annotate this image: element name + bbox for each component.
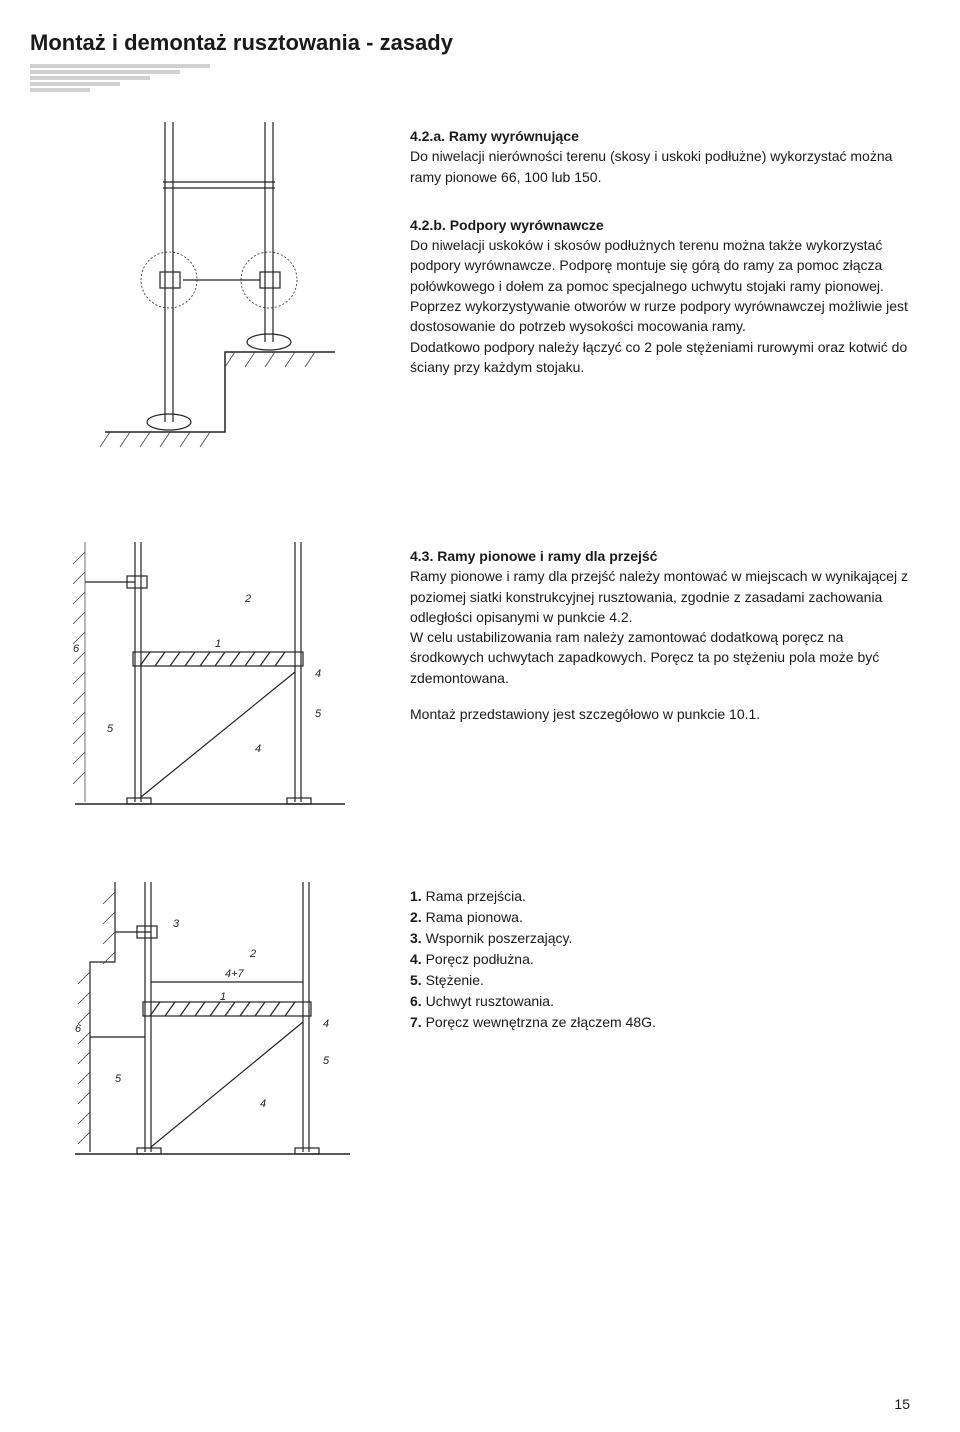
svg-text:2: 2 bbox=[244, 593, 251, 605]
legend-item-text: Uchwyt rusztowania. bbox=[426, 993, 554, 1009]
diagram-43-container: 2 1 4 5 5 6 4 bbox=[30, 542, 410, 842]
diagram-43-passage-frame: 2 1 4 5 5 6 4 bbox=[45, 542, 365, 842]
svg-text:1: 1 bbox=[220, 991, 226, 1003]
legend-row: 3 4+7 2 1 4 5 5 6 4 1. Rama przejścia.2.… bbox=[30, 882, 910, 1192]
svg-text:5: 5 bbox=[315, 708, 322, 720]
legend-item-number: 2. bbox=[410, 909, 426, 925]
svg-text:4: 4 bbox=[255, 743, 261, 755]
svg-text:4: 4 bbox=[323, 1018, 329, 1030]
title-bar bbox=[30, 64, 210, 68]
legend-item-text: Stężenie. bbox=[426, 972, 484, 988]
legend-item-number: 5. bbox=[410, 972, 426, 988]
title-bar bbox=[30, 76, 150, 80]
svg-text:5: 5 bbox=[323, 1055, 330, 1067]
section-42b-body1: Do niwelacji uskoków i skosów podłużnych… bbox=[410, 235, 910, 336]
svg-text:3: 3 bbox=[173, 918, 180, 930]
legend-item-number: 6. bbox=[410, 993, 426, 1009]
section-43-heading: Ramy pionowe i ramy dla przejść bbox=[437, 548, 657, 564]
section-43-number: 4.3. bbox=[410, 548, 433, 564]
legend-item-text: Poręcz podłużna. bbox=[426, 951, 534, 967]
page-number: 15 bbox=[894, 1396, 910, 1412]
section-43-body2: W celu ustabilizowania ram należy zamont… bbox=[410, 627, 910, 688]
section-42a-heading: Ramy wyrównujące bbox=[449, 128, 579, 144]
diagram-legend-passage-stepped: 3 4+7 2 1 4 5 5 6 4 bbox=[45, 882, 365, 1192]
page-title: Montaż i demontaż rusztowania - zasady bbox=[30, 30, 910, 56]
svg-text:1: 1 bbox=[215, 638, 221, 650]
title-bar bbox=[30, 82, 120, 86]
title-bar bbox=[30, 88, 90, 92]
section-42-row: 4.2.a. Ramy wyrównujące Do niwelacji nie… bbox=[30, 122, 910, 502]
legend-item: 2. Rama pionowa. bbox=[410, 907, 910, 928]
legend-item-number: 1. bbox=[410, 888, 426, 904]
section-42a-body: Do niwelacji nierówności terenu (skosy i… bbox=[410, 146, 910, 187]
legend-item-text: Rama pionowa. bbox=[426, 909, 523, 925]
svg-text:4: 4 bbox=[315, 668, 321, 680]
section-43-body3: Montaż przedstawiony jest szczegółowo w … bbox=[410, 704, 910, 724]
legend-item: 7. Poręcz wewnętrzna ze złączem 48G. bbox=[410, 1012, 910, 1033]
section-42b-heading: Podpory wyrównawcze bbox=[450, 217, 604, 233]
legend-item: 5. Stężenie. bbox=[410, 970, 910, 991]
diagram-42-container bbox=[30, 122, 410, 502]
legend-item: 4. Poręcz podłużna. bbox=[410, 949, 910, 970]
legend-item: 6. Uchwyt rusztowania. bbox=[410, 991, 910, 1012]
svg-text:5: 5 bbox=[115, 1073, 122, 1085]
legend-item: 3. Wspornik poszerzający. bbox=[410, 928, 910, 949]
section-43-body1: Ramy pionowe i ramy dla przejść należy m… bbox=[410, 566, 910, 627]
diagram-legend-container: 3 4+7 2 1 4 5 5 6 4 bbox=[30, 882, 410, 1192]
svg-text:6: 6 bbox=[75, 1023, 82, 1035]
svg-text:5: 5 bbox=[107, 723, 114, 735]
legend-item-number: 7. bbox=[410, 1014, 426, 1030]
section-43-text: 4.3. Ramy pionowe i ramy dla przejść Ram… bbox=[410, 542, 910, 842]
legend-item-number: 4. bbox=[410, 951, 426, 967]
legend-item-number: 3. bbox=[410, 930, 426, 946]
svg-text:2: 2 bbox=[249, 948, 256, 960]
section-42b-number: 4.2.b. bbox=[410, 217, 446, 233]
svg-text:6: 6 bbox=[73, 643, 80, 655]
section-42-text: 4.2.a. Ramy wyrównujące Do niwelacji nie… bbox=[410, 122, 910, 502]
svg-text:4+7: 4+7 bbox=[225, 968, 245, 980]
legend-item-text: Rama przejścia. bbox=[426, 888, 526, 904]
legend-item: 1. Rama przejścia. bbox=[410, 886, 910, 907]
section-43-row: 2 1 4 5 5 6 4 4.3. Ramy pionowe i ramy d… bbox=[30, 542, 910, 842]
diagram-42-support-frame bbox=[55, 122, 355, 502]
title-bar bbox=[30, 70, 180, 74]
legend-item-text: Poręcz wewnętrzna ze złączem 48G. bbox=[426, 1014, 656, 1030]
section-42b-body2: Dodatkowo podpory należy łączyć co 2 pol… bbox=[410, 337, 910, 378]
legend-text: 1. Rama przejścia.2. Rama pionowa.3. Wsp… bbox=[410, 882, 910, 1192]
legend-list: 1. Rama przejścia.2. Rama pionowa.3. Wsp… bbox=[410, 886, 910, 1033]
section-42a-number: 4.2.a. bbox=[410, 128, 445, 144]
legend-item-text: Wspornik poszerzający. bbox=[426, 930, 573, 946]
svg-text:4: 4 bbox=[260, 1098, 266, 1110]
title-decoration-bars bbox=[30, 64, 910, 92]
